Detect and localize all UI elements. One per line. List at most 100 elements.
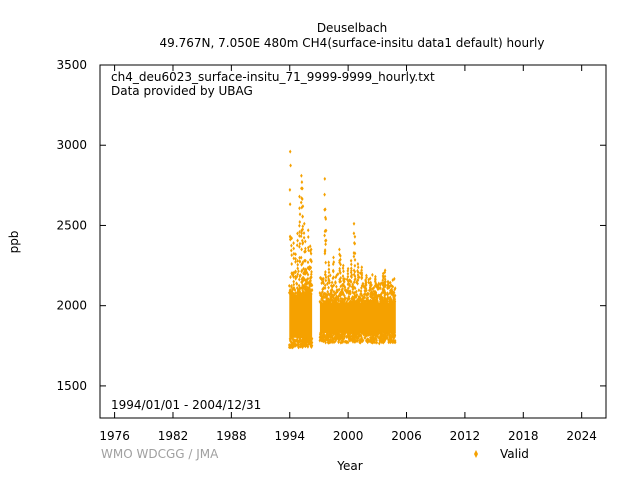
data-point — [364, 289, 367, 294]
data-point — [298, 244, 301, 249]
data-point — [301, 238, 304, 243]
x-tick-label: 2006 — [391, 429, 422, 443]
data-point — [371, 340, 374, 345]
data-point — [355, 299, 359, 304]
data-point — [326, 282, 329, 286]
data-point — [319, 293, 322, 298]
data-point — [302, 338, 305, 343]
data-point — [306, 266, 310, 271]
data-point — [350, 284, 354, 289]
data-point — [390, 337, 393, 342]
data-point — [350, 336, 354, 341]
data-point — [364, 334, 367, 339]
data-point — [304, 239, 307, 244]
data-band — [319, 302, 396, 333]
data-point — [307, 287, 311, 291]
data-point — [372, 329, 376, 334]
data-point — [359, 297, 363, 302]
data-point — [304, 278, 307, 283]
data-point — [303, 221, 306, 226]
data-point — [305, 337, 309, 342]
period-annotation: 1994/01/01 - 2004/12/31 — [111, 398, 261, 412]
data-point — [288, 291, 292, 295]
data-point — [323, 283, 327, 288]
data-point — [360, 283, 364, 288]
data-point — [309, 247, 313, 252]
data-point — [348, 336, 351, 341]
data-point — [388, 291, 392, 296]
data-point — [358, 338, 362, 342]
data-point — [294, 343, 297, 348]
data-point — [324, 340, 327, 345]
data-point — [345, 300, 348, 305]
data-point — [324, 293, 328, 298]
data-point — [381, 278, 385, 283]
data-point — [324, 275, 328, 280]
data-point — [385, 298, 388, 303]
data-point — [319, 331, 322, 336]
data-point — [298, 230, 301, 234]
data-point — [301, 197, 304, 201]
data-point — [386, 286, 390, 290]
data-point — [365, 338, 368, 343]
data-point — [359, 271, 362, 276]
data-point — [310, 288, 314, 293]
data-point — [353, 298, 356, 303]
data-point — [346, 298, 349, 303]
data-point — [375, 296, 379, 301]
data-point — [353, 234, 357, 239]
data-point — [359, 289, 363, 294]
data-point — [390, 299, 394, 304]
data-point — [386, 332, 389, 337]
data-point — [323, 233, 326, 238]
data-point — [307, 245, 310, 250]
data-point — [302, 231, 306, 236]
data-point — [379, 294, 383, 299]
data-point — [319, 275, 322, 280]
data-point — [329, 273, 332, 278]
data-point — [296, 258, 299, 263]
data-point — [327, 277, 330, 281]
data-point — [365, 331, 368, 336]
data-point — [350, 334, 354, 339]
data-point — [368, 332, 372, 337]
data-point — [389, 295, 392, 300]
data-point — [323, 249, 327, 254]
data-point — [360, 285, 363, 290]
data-point — [326, 297, 330, 301]
data-point — [326, 300, 330, 305]
data-point — [289, 237, 292, 242]
data-point — [339, 253, 342, 258]
data-point — [295, 338, 299, 343]
data-point — [346, 274, 350, 279]
data-point — [377, 336, 381, 340]
data-point — [373, 340, 377, 345]
data-point — [368, 299, 371, 304]
data-point — [357, 300, 361, 304]
data-point — [362, 295, 365, 300]
data-point — [384, 298, 387, 303]
legend-label: Valid — [500, 447, 529, 461]
data-point — [393, 276, 396, 281]
data-point — [356, 265, 360, 270]
data-point — [343, 284, 346, 289]
x-tick-label: 2018 — [508, 429, 539, 443]
data-point — [364, 283, 367, 288]
data-point — [375, 300, 378, 305]
data-point — [301, 224, 305, 229]
data-point — [320, 277, 323, 282]
data-point — [350, 262, 353, 267]
data-point — [329, 338, 333, 343]
data-point — [356, 281, 359, 286]
data-point — [356, 270, 360, 275]
data-point — [304, 288, 308, 293]
data-point — [327, 292, 330, 296]
data-point — [384, 337, 387, 341]
data-point — [304, 249, 307, 254]
data-point — [339, 279, 342, 284]
data-point — [338, 337, 341, 342]
data-point — [301, 278, 305, 283]
data-point — [335, 288, 339, 293]
data-point — [301, 186, 304, 191]
data-point — [338, 247, 341, 252]
